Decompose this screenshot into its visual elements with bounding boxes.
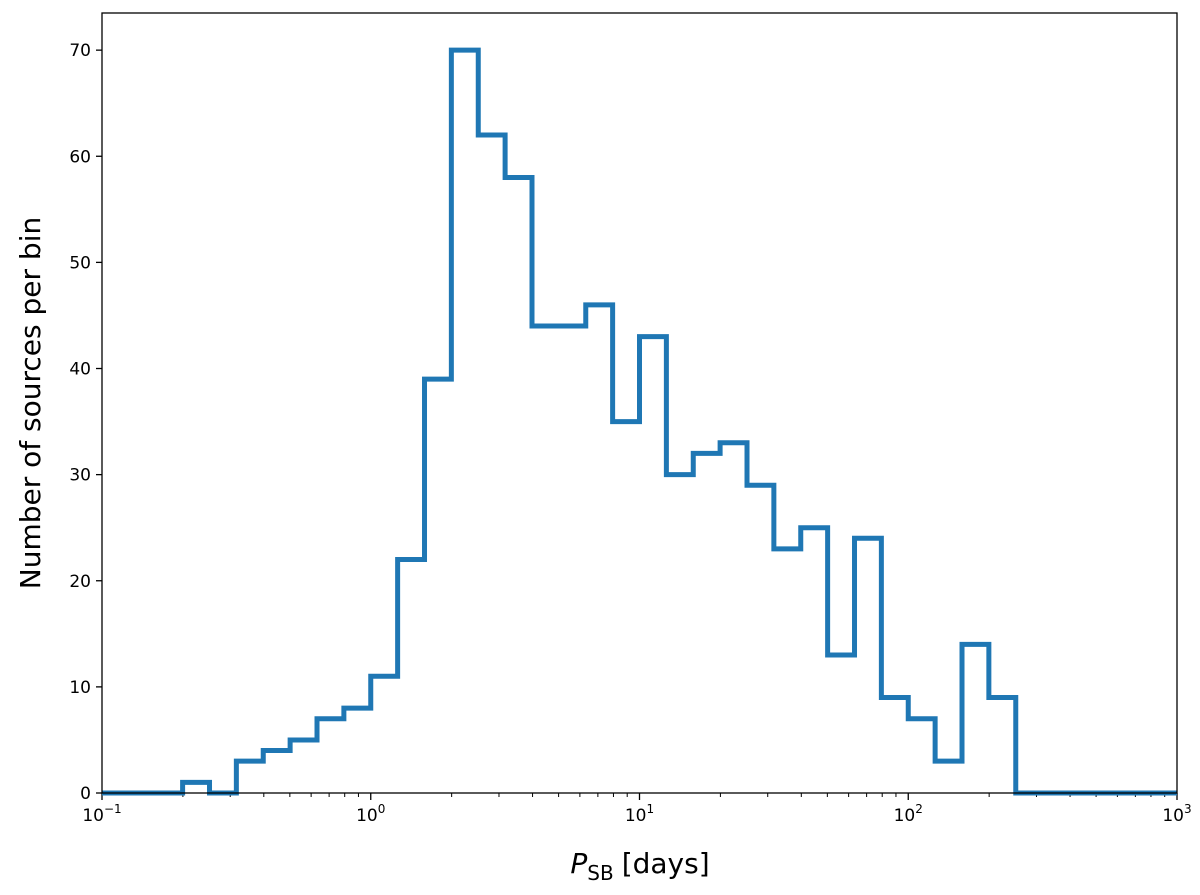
y-axis-label: Number of sources per bin [14,217,47,589]
x-tick-label: 101 [625,802,654,826]
x-tick-label-base: 10 [625,806,647,826]
x-axis-label-unit: [days] [622,847,710,880]
y-tick-label: 0 [80,784,91,804]
x-tick-label-base: 10 [82,806,104,826]
x-tick-label: 102 [894,802,923,826]
x-tick-label: 103 [1162,802,1191,826]
x-tick-label: 10−1 [82,802,121,826]
y-tick-label: 50 [69,253,91,273]
x-tick-label-base: 10 [894,806,916,826]
y-tick-label: 10 [69,678,91,698]
y-tick-label: 40 [69,360,91,380]
x-axis-ticks: 10−1 100 101 102 103 [82,793,1192,826]
x-tick-label-base: 10 [1162,806,1184,826]
y-tick-label: 70 [69,41,91,61]
y-axis-ticks: 0 10 20 30 40 50 60 70 [69,41,102,804]
x-axis-label: PSB [days] [570,847,709,885]
x-axis-label-symbol: P [570,847,587,880]
x-tick-label-exponent: −1 [104,802,122,816]
histogram-step-line [102,47,1177,796]
x-tick-label-exponent: 1 [647,802,655,816]
x-tick-label-exponent: 2 [915,802,923,816]
y-tick-label: 30 [69,466,91,486]
y-tick-label: 20 [69,572,91,592]
x-axis-label-subscript: SB [587,861,613,885]
x-tick-label: 100 [356,802,385,826]
y-tick-label: 60 [69,147,91,167]
x-tick-label-exponent: 3 [1184,802,1192,816]
plot-frame [101,12,1178,794]
x-tick-label-exponent: 0 [378,802,386,816]
x-tick-label-base: 10 [356,806,378,826]
